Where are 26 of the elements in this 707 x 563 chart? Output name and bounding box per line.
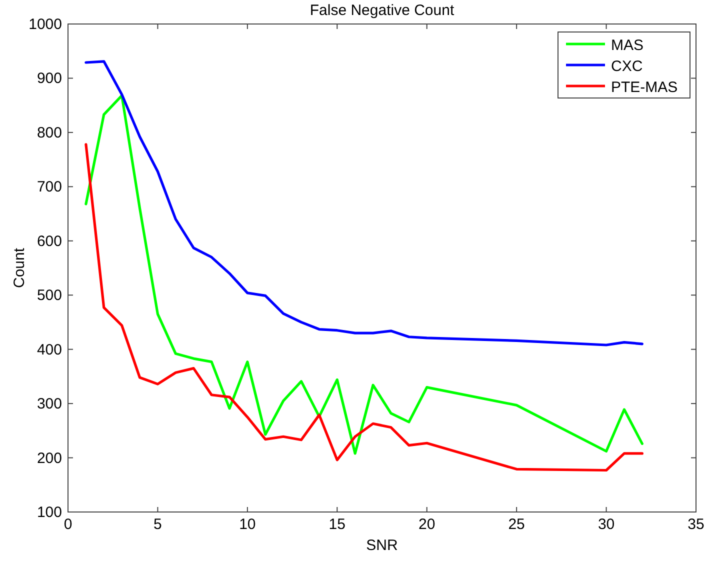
- legend-label: PTE-MAS: [611, 79, 678, 96]
- line-series: [84, 94, 644, 455]
- y-tick-label: 200: [36, 450, 62, 467]
- y-tick-label: 900: [36, 70, 62, 88]
- y-tick-label: 400: [36, 341, 62, 358]
- x-tick-label: 15: [328, 516, 346, 533]
- x-tick-label: 10: [239, 516, 256, 533]
- x-tick-label: 5: [154, 516, 162, 533]
- y-tick-label: 1000: [28, 16, 62, 33]
- x-axis-title: SNR: [366, 537, 398, 554]
- x-tick-label: 35: [688, 516, 704, 533]
- y-axis-title: Count: [11, 247, 28, 288]
- y-tick-label: 100: [36, 504, 62, 521]
- y-tick-label: 800: [36, 124, 62, 142]
- y-tick-label: 600: [36, 232, 62, 250]
- line-series: [84, 143, 644, 472]
- legend-label: CXC: [611, 58, 643, 75]
- y-tick-label: 500: [36, 287, 62, 304]
- y-tick-label: 700: [36, 178, 62, 196]
- x-tick-label: 20: [418, 516, 436, 533]
- x-tick-label: 25: [508, 516, 525, 533]
- x-tick-label: 0: [64, 516, 72, 533]
- x-tick-label: 30: [598, 516, 615, 533]
- y-tick-label: 300: [36, 396, 62, 413]
- chart-title: False Negative Count: [310, 2, 455, 19]
- legend-label: MAS: [611, 37, 644, 54]
